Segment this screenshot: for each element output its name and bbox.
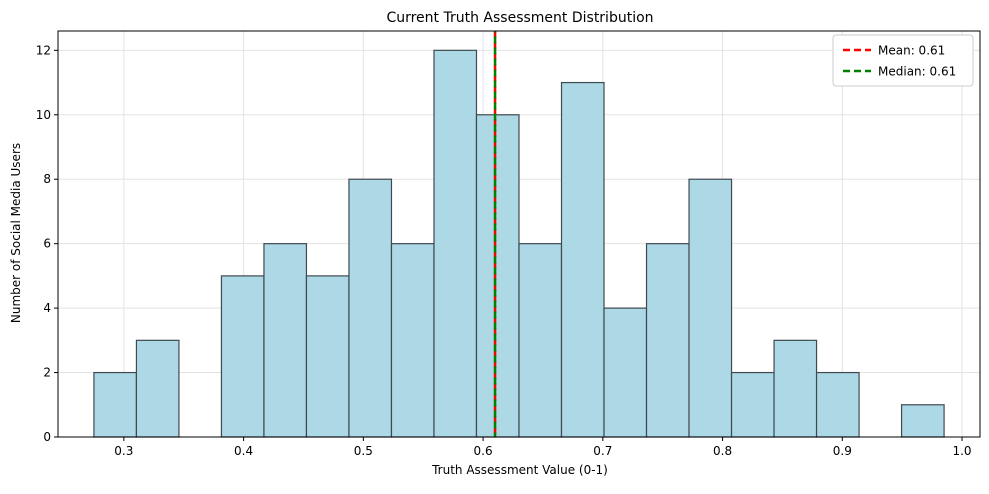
- x-tick-label: 0.8: [713, 444, 732, 458]
- y-tick-label: 2: [43, 366, 51, 380]
- histogram-bar: [433, 49, 478, 438]
- legend-box: [832, 34, 974, 87]
- y-tick-label: 12: [36, 43, 51, 57]
- x-axis-label: Truth Assessment Value (0-1): [431, 463, 608, 477]
- x-tick-label: 0.6: [474, 444, 493, 458]
- x-tick-label: 0.3: [114, 444, 133, 458]
- legend-mean-label: Mean: 0.61: [878, 44, 945, 58]
- histogram-bar: [390, 243, 435, 438]
- x-tick-label: 1.0: [952, 444, 971, 458]
- histogram-bar: [730, 371, 775, 438]
- chart-title: Current Truth Assessment Distribution: [386, 10, 653, 26]
- y-axis-ticks: 0 2 4 6 8 10 12: [36, 43, 58, 444]
- histogram-bar: [135, 339, 180, 438]
- y-tick-label: 4: [43, 301, 51, 315]
- histogram-bar: [348, 178, 393, 438]
- x-tick-label: 0.7: [593, 444, 612, 458]
- histogram-bar: [263, 243, 308, 438]
- legend: Mean: 0.61 Median: 0.61: [832, 34, 974, 87]
- plot-area-frame: [57, 30, 981, 438]
- histogram-bars: [93, 49, 945, 438]
- histogram-bar: [645, 243, 690, 438]
- legend-median-label: Median: 0.61: [878, 65, 956, 79]
- histogram-bar: [560, 81, 605, 438]
- x-tick-label: 0.4: [234, 444, 253, 458]
- histogram-bar: [603, 307, 648, 438]
- x-tick-label: 0.5: [354, 444, 373, 458]
- histogram-bar: [900, 404, 945, 438]
- y-axis-label: Number of Social Media Users: [9, 143, 23, 323]
- y-tick-label: 10: [36, 108, 51, 122]
- histogram-bar: [518, 243, 563, 438]
- histogram-bar: [773, 339, 818, 438]
- histogram-bar: [475, 114, 520, 438]
- histogram-bar: [220, 275, 265, 438]
- y-tick-label: 0: [43, 430, 51, 444]
- histogram-bar: [305, 275, 350, 438]
- x-axis-ticks: 0.3 0.4 0.5 0.6 0.7 0.8 0.9 1.0: [114, 437, 972, 458]
- y-tick-label: 8: [43, 172, 51, 186]
- y-tick-label: 6: [43, 237, 51, 251]
- histogram-bar: [815, 371, 860, 438]
- histogram-bar: [688, 178, 733, 438]
- x-tick-label: 0.9: [833, 444, 852, 458]
- histogram-bar: [93, 371, 138, 438]
